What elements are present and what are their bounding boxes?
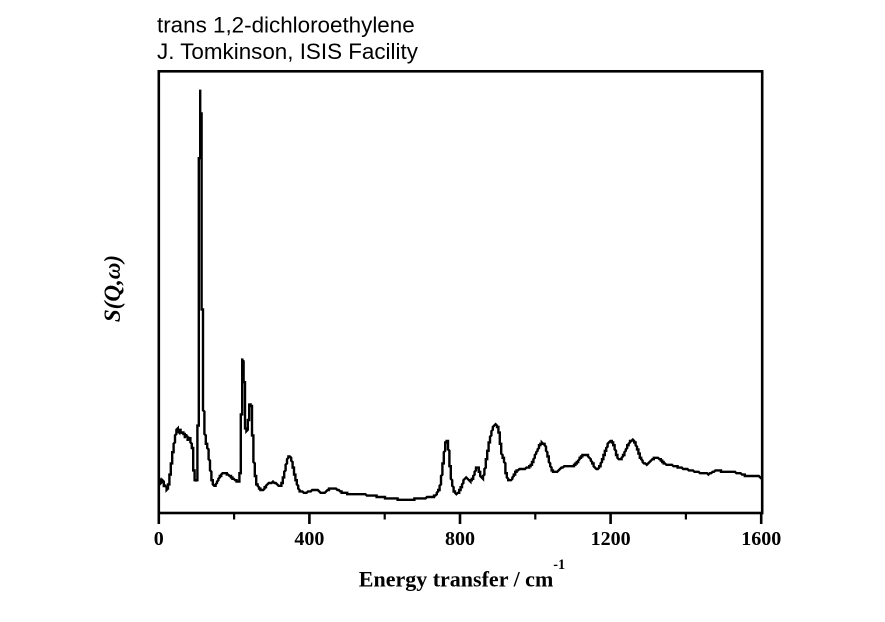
- svg-text:trans 1,2-dichloroethylene: trans 1,2-dichloroethylene: [157, 13, 415, 38]
- svg-text:1200: 1200: [591, 528, 631, 550]
- svg-text:0: 0: [154, 528, 164, 550]
- svg-text:400: 400: [294, 528, 324, 550]
- svg-text:J. Tomkinson, ISIS Facility: J. Tomkinson, ISIS Facility: [157, 39, 419, 64]
- svg-text:S(Q,ω): S(Q,ω): [100, 255, 125, 322]
- svg-text:800: 800: [445, 528, 475, 550]
- svg-text:1600: 1600: [741, 528, 781, 550]
